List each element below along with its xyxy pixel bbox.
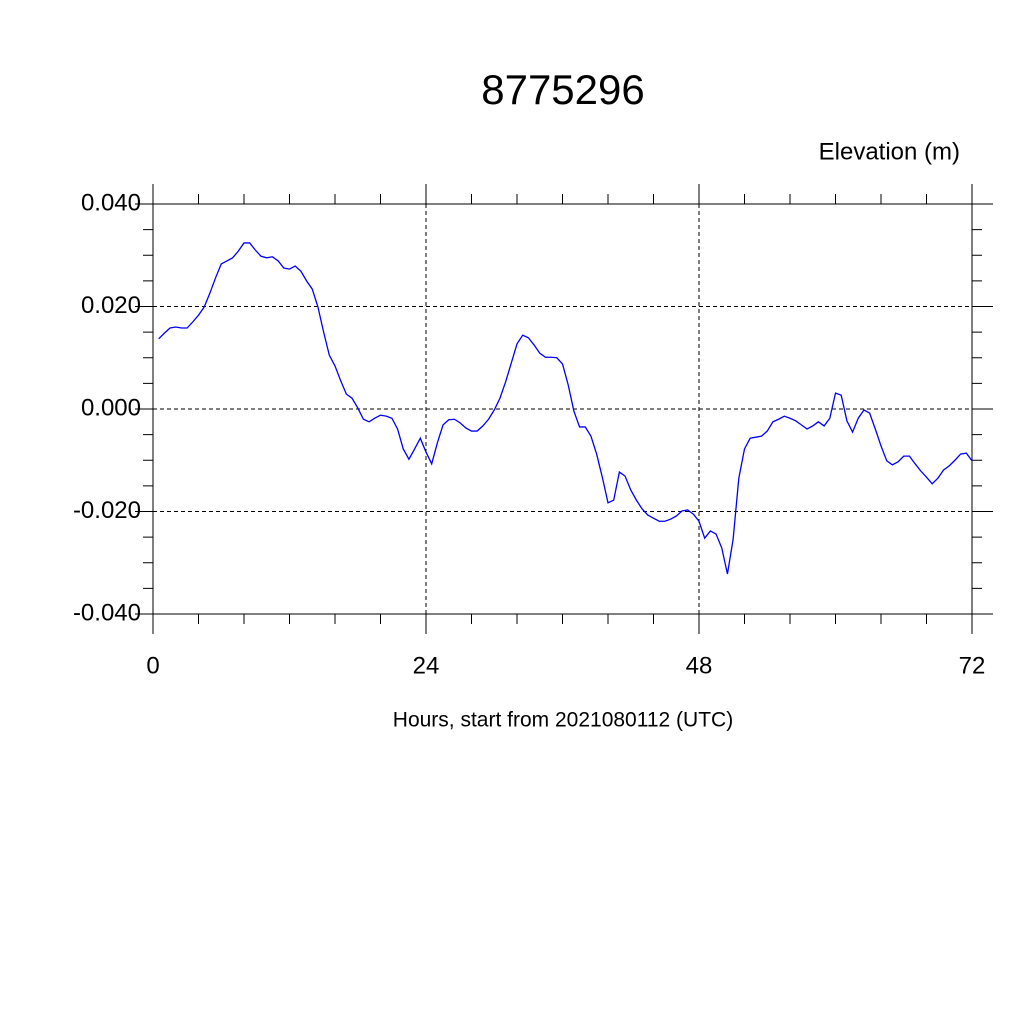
- x-tick-label: 24: [413, 652, 440, 679]
- x-axis-label: Hours, start from 2021080112 (UTC): [393, 709, 733, 732]
- y-tick-label: -0.040: [73, 599, 141, 626]
- x-tick-label: 0: [146, 652, 159, 679]
- y-tick-label: 0.000: [81, 394, 141, 421]
- x-tick-label: 72: [959, 652, 986, 679]
- y-tick-label: -0.020: [73, 497, 141, 524]
- data-line: [158, 242, 973, 575]
- chart-title: 8775296: [481, 66, 645, 113]
- chart-subtitle: Elevation (m): [819, 138, 960, 165]
- y-tick-label: 0.040: [81, 189, 141, 216]
- y-tick-label: 0.020: [81, 292, 141, 319]
- x-tick-label: 48: [686, 652, 713, 679]
